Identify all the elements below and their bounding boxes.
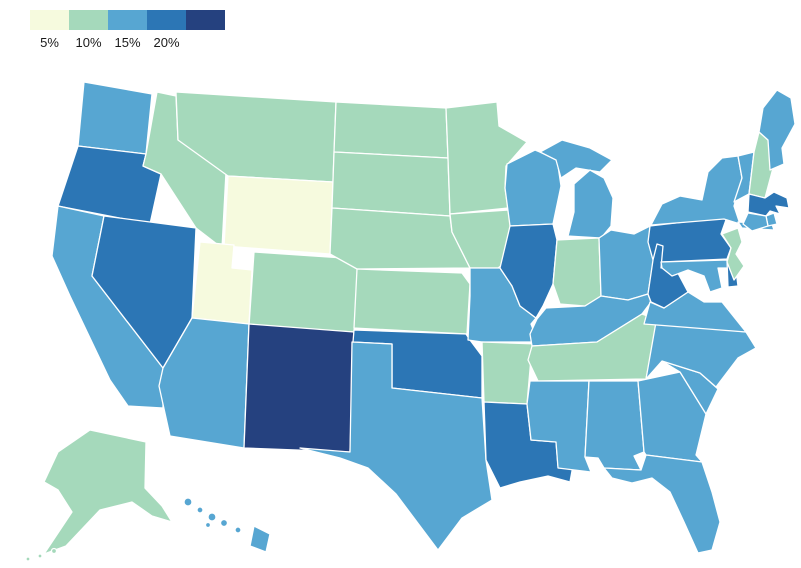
state-hi-island[interactable]: [207, 512, 217, 522]
legend-swatch-3: [147, 10, 186, 30]
legend-tick-label: 20%: [153, 35, 180, 50]
state-hi-island[interactable]: [219, 518, 229, 528]
legend: 5% 10% 15% 20%: [30, 10, 250, 53]
legend-swatch-0: [30, 10, 69, 30]
state-fl[interactable]: [603, 454, 721, 554]
states-group: [25, 81, 796, 562]
state-sd[interactable]: [331, 151, 451, 217]
state-al[interactable]: [584, 380, 645, 471]
state-ar[interactable]: [481, 341, 539, 405]
state-mi-upper-peninsula[interactable]: [539, 139, 613, 179]
state-mi[interactable]: [567, 169, 614, 239]
state-oh[interactable]: [598, 225, 655, 301]
legend-swatch-1: [69, 10, 108, 30]
state-ks[interactable]: [353, 268, 471, 335]
us-choropleth-map: [25, 81, 796, 562]
state-nc[interactable]: [645, 321, 757, 388]
state-hi-island[interactable]: [234, 526, 242, 534]
state-pa[interactable]: [647, 216, 732, 263]
state-hi-big-island[interactable]: [249, 525, 271, 553]
legend-tick-labels: 5% 10% 15% 20%: [30, 35, 250, 53]
state-me[interactable]: [758, 89, 796, 171]
state-ak-aleutian-island[interactable]: [37, 553, 43, 559]
state-in[interactable]: [552, 237, 602, 307]
legend-swatch-2: [108, 10, 147, 30]
state-nm[interactable]: [243, 323, 355, 453]
state-co[interactable]: [248, 251, 359, 333]
legend-swatch-4: [186, 10, 225, 30]
state-wy[interactable]: [223, 175, 334, 255]
state-tx[interactable]: [299, 341, 493, 551]
state-ak[interactable]: [43, 429, 173, 555]
state-wa[interactable]: [77, 81, 153, 155]
legend-tick-label: 15%: [114, 35, 141, 50]
state-ma[interactable]: [747, 191, 790, 217]
state-ny[interactable]: [650, 155, 743, 226]
state-nd[interactable]: [333, 101, 449, 159]
state-ut[interactable]: [191, 241, 253, 325]
legend-swatches: [30, 10, 250, 30]
state-hi-island[interactable]: [204, 521, 212, 529]
state-wi[interactable]: [504, 149, 562, 227]
state-hi-island[interactable]: [183, 497, 193, 507]
state-il[interactable]: [499, 223, 558, 319]
legend-tick-label: 10%: [75, 35, 102, 50]
legend-tick-label: 5%: [40, 35, 59, 50]
state-ak-aleutian-island[interactable]: [25, 556, 31, 562]
state-ak-aleutian-island[interactable]: [50, 547, 58, 555]
state-ct[interactable]: [742, 212, 769, 232]
state-nj[interactable]: [721, 227, 745, 281]
state-hi-island[interactable]: [196, 506, 204, 514]
state-ne[interactable]: [329, 207, 471, 270]
